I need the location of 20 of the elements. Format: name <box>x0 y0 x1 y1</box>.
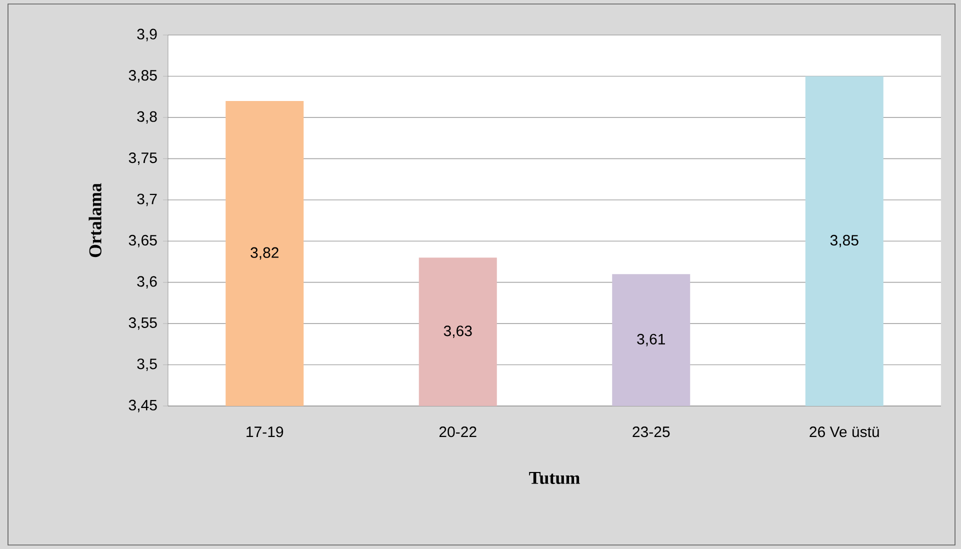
data-label: 3,63 <box>444 326 472 338</box>
y-tick-label: 3,7 <box>137 194 157 206</box>
data-label: 3,61 <box>637 334 665 346</box>
y-tick-label: 3,75 <box>128 152 157 165</box>
data-label: 3,85 <box>830 234 858 248</box>
y-tick-label: 3,55 <box>128 317 157 330</box>
y-tick-label: 3,45 <box>128 400 157 412</box>
x-tick-label: 23-25 <box>632 426 670 438</box>
y-tick-label: 3,6 <box>137 276 157 289</box>
x-tick-label: 20-22 <box>439 426 476 438</box>
y-tick-label: 3,5 <box>137 358 157 371</box>
x-tick-label: 26 Ve üstü <box>810 426 879 438</box>
data-label: 3,82 <box>250 247 278 260</box>
y-axis-title: Ortalama <box>88 183 102 258</box>
y-tick-label: 3,8 <box>137 111 157 124</box>
y-tick-label: 3,9 <box>137 28 157 42</box>
x-tick-label: 17-19 <box>246 426 284 438</box>
y-tick-label: 3,85 <box>128 70 157 82</box>
y-tick-label: 3,65 <box>128 234 157 248</box>
x-axis-title: Tutum <box>529 472 580 484</box>
